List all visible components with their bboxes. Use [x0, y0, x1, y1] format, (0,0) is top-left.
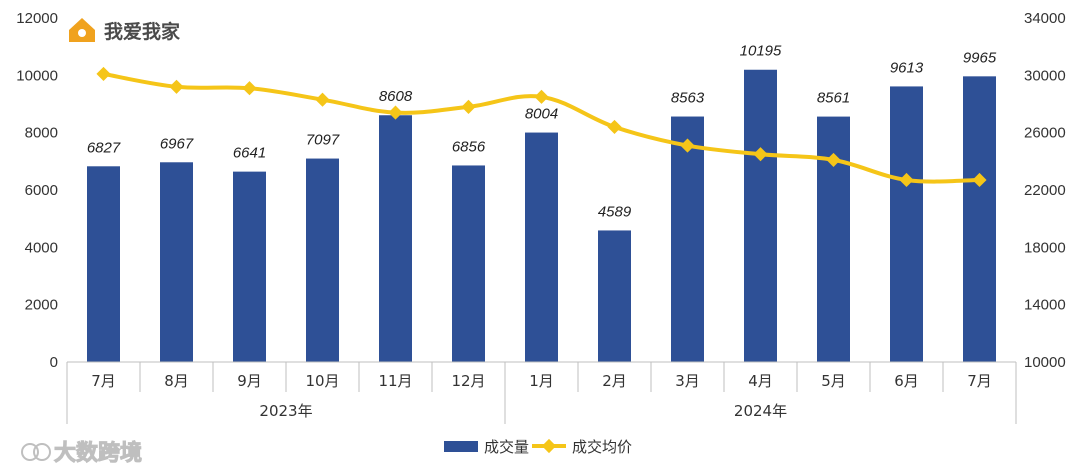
right-axis: 10000 14000 18000 22000 26000 30000 34000: [1024, 10, 1066, 371]
bar-value-label: 4589: [598, 203, 632, 220]
bar-value-label: 8563: [671, 90, 705, 107]
bar-value-label: 8608: [379, 88, 413, 105]
line-point: [242, 81, 257, 96]
category-label: 5月: [821, 372, 846, 390]
line-point: [680, 138, 695, 153]
category-label: 8月: [164, 372, 189, 390]
right-tick-label: 18000: [1024, 239, 1066, 256]
bar-value-label: 6827: [87, 139, 121, 156]
left-tick-label: 0: [50, 354, 58, 371]
category-label: 3月: [675, 372, 700, 390]
year-label: 2023年: [259, 402, 312, 420]
bar: [87, 166, 120, 362]
line-point: [607, 119, 622, 135]
legend-bar-swatch: [444, 441, 478, 452]
bar: [233, 171, 266, 362]
category-label: 7月: [967, 372, 992, 390]
bar-series: [87, 69, 996, 363]
bar-value-label: 10195: [740, 43, 782, 60]
legend: 成交量 成交均价: [444, 438, 632, 456]
category-label: 11月: [378, 372, 412, 390]
right-tick-label: 22000: [1024, 182, 1066, 199]
line-point: [534, 89, 549, 104]
bar-value-label: 8561: [817, 90, 850, 107]
category-label: 12月: [451, 372, 485, 390]
logo-dot: [78, 29, 86, 37]
left-tick-label: 8000: [25, 125, 58, 142]
bar-value-label: 7097: [306, 132, 340, 149]
bar-value-label: 9613: [890, 59, 924, 76]
category-label: 10月: [305, 372, 339, 390]
bar: [525, 132, 558, 362]
brand-name: 我爱我家: [104, 20, 181, 43]
bar: [598, 230, 631, 362]
year-label: 2024年: [734, 402, 787, 420]
bar: [160, 162, 193, 362]
line-point: [315, 92, 330, 107]
bar: [890, 86, 923, 362]
bar: [963, 76, 996, 362]
bar-value-label: 6967: [160, 135, 194, 152]
right-tick-label: 30000: [1024, 67, 1066, 84]
bar: [744, 69, 777, 362]
bar: [306, 158, 339, 362]
watermark-icon: [21, 443, 39, 461]
right-tick-label: 14000: [1024, 297, 1066, 314]
bar: [671, 116, 704, 362]
left-tick-label: 6000: [25, 182, 58, 199]
line-series: [96, 66, 987, 188]
year-labels: 2023年 2024年: [259, 402, 787, 420]
left-tick-label: 2000: [25, 297, 58, 314]
right-tick-label: 10000: [1024, 354, 1066, 371]
category-labels: 7月 8月 9月 10月 11月 12月 1月 2月 3月 4月 5月 6月 7月: [91, 372, 992, 390]
category-label: 2月: [602, 372, 627, 390]
line-point: [972, 172, 987, 188]
left-tick-label: 4000: [25, 239, 58, 256]
line-point: [96, 66, 111, 81]
legend-line-marker: [541, 438, 557, 454]
bar-data-labels: 6827 6967 6641 7097 8608 6856 8004 4589 8563 1019…: [87, 43, 997, 221]
line-point: [753, 147, 768, 162]
category-label: 9月: [237, 372, 262, 390]
bar: [379, 115, 412, 362]
line-point: [169, 79, 184, 94]
left-tick-label: 12000: [16, 10, 58, 27]
bar-value-label: 8004: [525, 106, 558, 123]
line-point: [826, 152, 841, 167]
watermark-icon-2: [33, 443, 51, 461]
category-label: 6月: [894, 372, 919, 390]
left-axis: 0 2000 4000 6000 8000 10000 12000: [16, 10, 58, 371]
watermark-text: 大数跨境: [54, 440, 142, 466]
category-label: 7月: [91, 372, 116, 390]
bar-value-label: 6856: [452, 138, 486, 155]
bar-value-label: 9965: [963, 49, 997, 66]
legend-bar-label: 成交量: [484, 438, 529, 456]
left-tick-label: 10000: [16, 67, 58, 84]
watermark: 大数跨境: [21, 440, 143, 467]
line-point: [461, 99, 476, 114]
right-tick-label: 34000: [1024, 10, 1066, 27]
bar: [452, 165, 485, 362]
brand-logo: 我爱我家: [69, 18, 181, 43]
line-point: [388, 105, 403, 120]
category-label: 4月: [748, 372, 773, 390]
right-tick-label: 26000: [1024, 125, 1066, 142]
x-axis: [66, 361, 1017, 424]
bar-value-label: 6641: [233, 145, 266, 162]
line-point: [899, 172, 914, 188]
legend-line-label: 成交均价: [572, 438, 632, 456]
category-label: 1月: [529, 372, 554, 390]
